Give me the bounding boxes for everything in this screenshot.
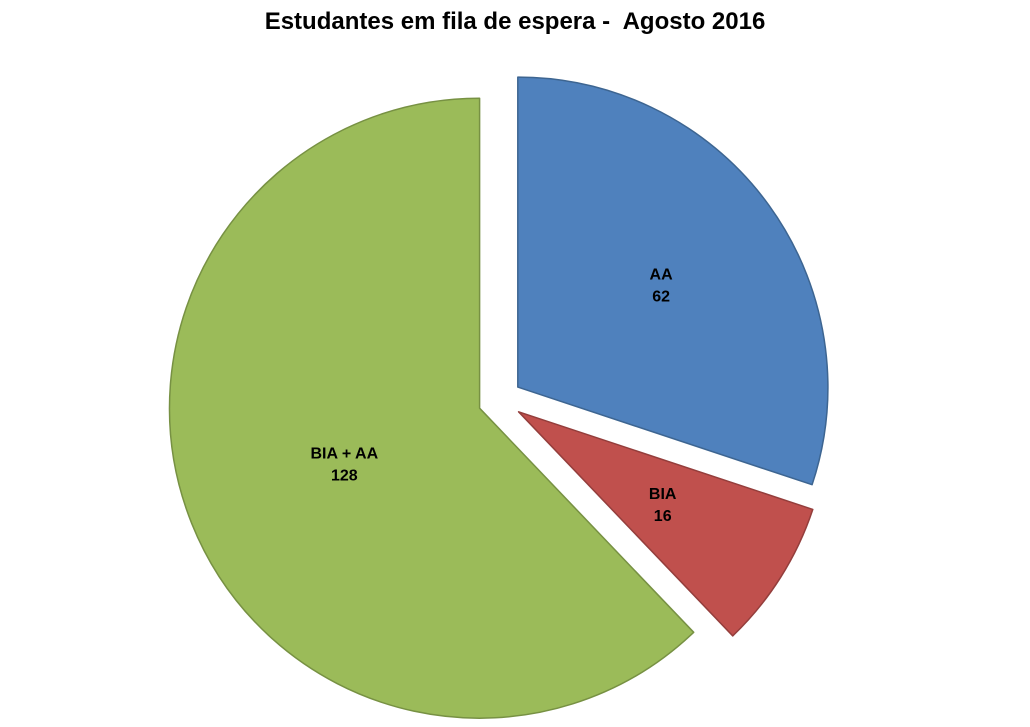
- chart-title: Estudantes em fila de espera - Agosto 20…: [264, 8, 766, 35]
- slice-label-bia: BIA 16: [649, 486, 677, 525]
- pie-slice-bia: [517, 411, 814, 637]
- slice-label-bia-aa: BIA + AA 128: [310, 445, 378, 484]
- slice-label-aa: AA 62: [650, 267, 674, 306]
- pie-slice-aa: [517, 76, 829, 486]
- pie-slice-bia-aa: [168, 97, 695, 719]
